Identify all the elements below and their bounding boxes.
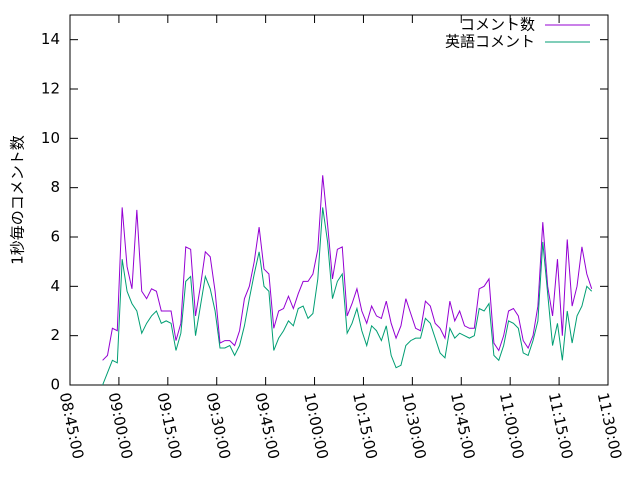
x-tick-label: 10:30:00: [398, 391, 430, 461]
y-tick-label: 14: [41, 30, 60, 48]
x-tick-label: 10:15:00: [349, 391, 381, 461]
legend-label: 英語コメント: [445, 33, 535, 51]
x-tick-label: 08:45:00: [56, 391, 88, 461]
y-tick-label: 12: [41, 80, 60, 98]
x-tick-label: 09:15:00: [154, 391, 186, 461]
x-tick-label: 11:15:00: [545, 391, 577, 461]
x-tick-label: 09:00:00: [105, 391, 137, 461]
legend-label: コメント数: [460, 16, 535, 34]
y-tick-label: 4: [50, 277, 60, 295]
y-tick-label: 0: [50, 376, 60, 394]
x-tick-label: 10:00:00: [300, 391, 332, 461]
series-line: [102, 175, 593, 361]
series-line: [102, 207, 593, 386]
y-tick-label: 8: [50, 178, 60, 196]
x-tick-label: 10:45:00: [447, 391, 479, 461]
plot-frame: [69, 14, 609, 386]
y-tick-label: 2: [50, 326, 60, 344]
x-tick-label: 11:30:00: [594, 391, 626, 461]
y-tick-label: 10: [41, 129, 60, 147]
x-tick-label: 09:30:00: [202, 391, 234, 461]
y-tick-label: 6: [50, 228, 60, 246]
x-tick-label: 09:45:00: [251, 391, 283, 461]
x-tick-label: 11:00:00: [496, 391, 528, 461]
y-axis-label: 1秒毎のコメント数: [9, 135, 27, 265]
